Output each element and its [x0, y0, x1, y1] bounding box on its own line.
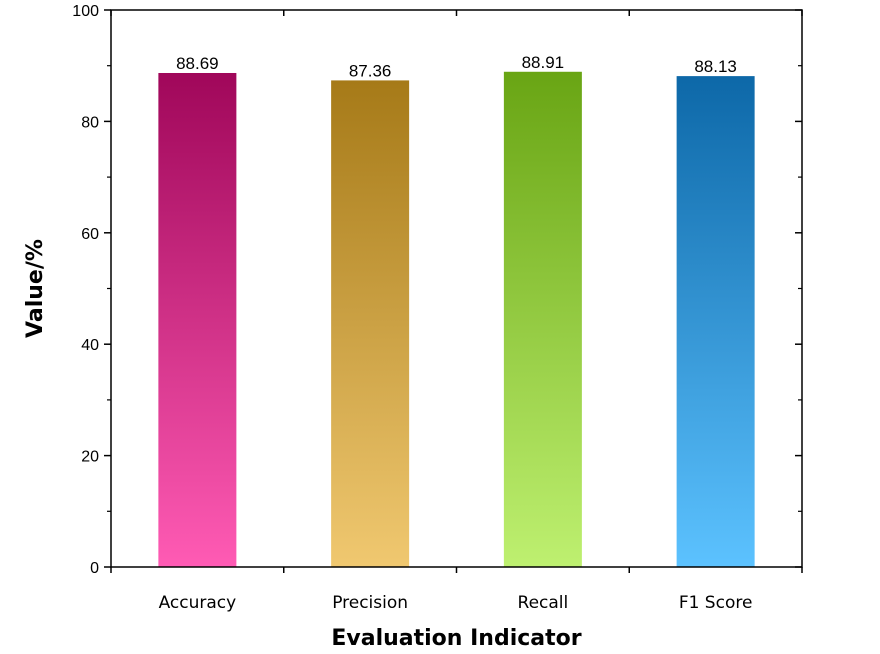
y-axis-title: Value/% [23, 239, 48, 338]
bar-recall [503, 71, 582, 567]
data-label: 88.91 [522, 53, 565, 72]
x-tick-label: Accuracy [159, 593, 237, 613]
y-axis: 0 20 40 60 80 100 [72, 3, 802, 577]
bars-layer: 88.69 87.36 88.91 88.13 [158, 53, 755, 568]
y-tick-label: 0 [90, 560, 99, 577]
y-tick-label: 80 [81, 114, 99, 131]
x-tick-label: F1 Score [679, 593, 753, 613]
data-label: 87.36 [349, 61, 392, 80]
y-tick-label: 100 [72, 3, 99, 20]
x-tick-label: Precision [332, 593, 408, 613]
x-axis-title: Evaluation Indicator [331, 626, 581, 651]
y-tick-label: 40 [81, 337, 99, 354]
x-tick-label: Recall [518, 593, 569, 613]
bar-precision [331, 80, 410, 568]
bar-f1-score [676, 76, 755, 567]
bar-accuracy [158, 72, 237, 567]
y-tick-label: 20 [81, 449, 99, 466]
x-axis: Accuracy Precision Recall F1 Score [110, 10, 803, 613]
data-label: 88.13 [694, 57, 737, 76]
y-tick-label: 60 [81, 226, 99, 243]
data-label: 88.69 [176, 54, 219, 73]
